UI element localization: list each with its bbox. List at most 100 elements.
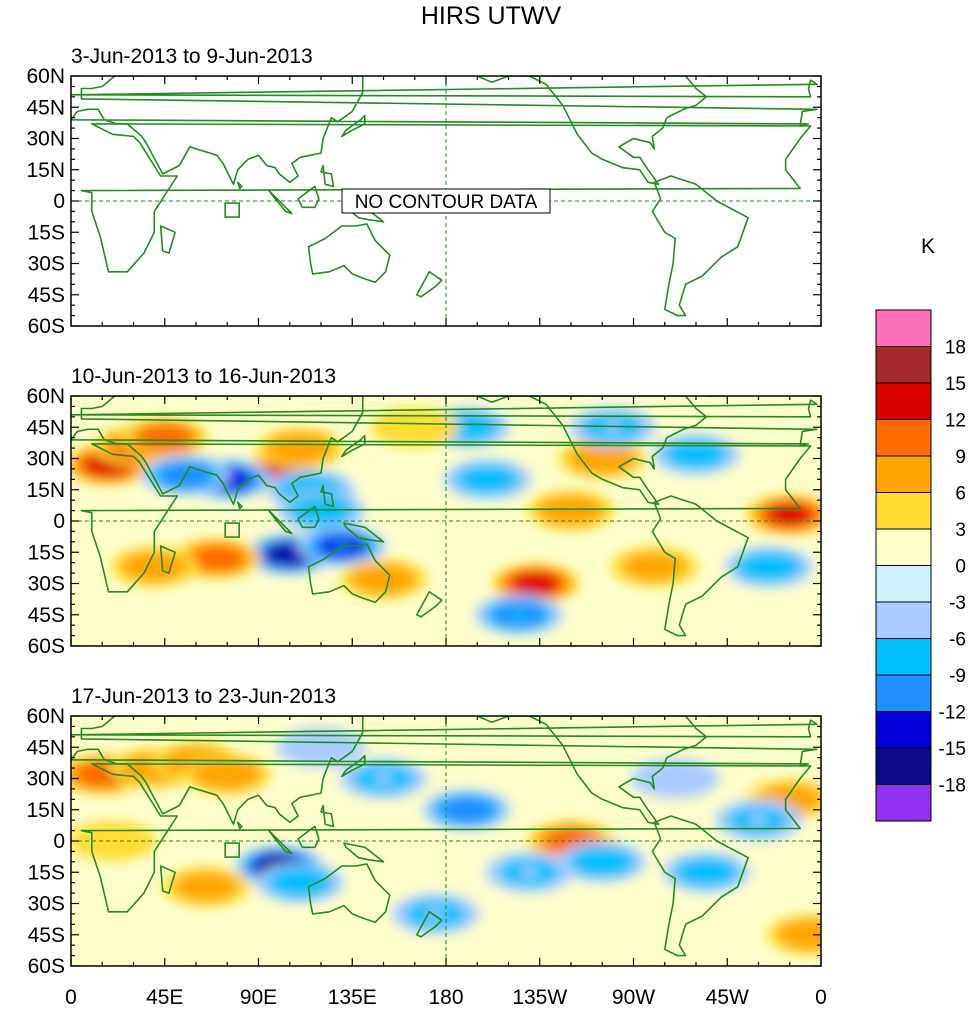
x-axis-tick-labels: 0 45E 90E 135E 180 135W 90W 45W 0 [65, 986, 827, 1009]
y-tick-label: 15S [28, 221, 65, 244]
coastline [71, 399, 818, 418]
anomaly-core [406, 422, 423, 433]
coastline [159, 545, 176, 574]
anomaly-core [146, 561, 163, 572]
colorbar-label: 3 [955, 520, 966, 541]
chart-title: HIRS UTWV [421, 2, 562, 30]
coastline [341, 754, 366, 778]
y-tick-label: 45N [26, 736, 65, 759]
coastline [476, 76, 708, 186]
y-tick-label: 0 [53, 190, 65, 213]
y-tick-label: 45N [26, 96, 65, 119]
anomaly-core [208, 553, 225, 564]
anomaly-core [375, 773, 392, 784]
anomaly-core [198, 881, 215, 892]
y-tick-label: 60S [28, 955, 65, 978]
coastline [71, 396, 818, 506]
y-tick-label: 45S [28, 284, 65, 307]
anomaly-core [94, 769, 111, 780]
colorbar: K 18 15 12 9 6 3 0 -3 -6 -9 -12 -15 -18 [875, 235, 966, 822]
y-tick-label: 0 [53, 830, 65, 853]
x-tick-label: 0 [815, 986, 827, 1009]
x-tick-label: 90E [240, 986, 277, 1009]
x-tick-label: 45W [706, 986, 749, 1009]
colorbar-units: K [921, 235, 935, 258]
panel-2-label: 10-Jun-2013 to 16-Jun-2013 [71, 365, 336, 388]
colorbar-label: 0 [955, 557, 966, 578]
anomaly-core [781, 794, 798, 805]
y-tick-label: 30S [28, 253, 65, 276]
anomaly-core [156, 432, 173, 443]
anomaly-core [104, 836, 121, 846]
coastline [236, 501, 243, 510]
y-tick-label: 60S [28, 315, 65, 338]
coastline [80, 763, 812, 913]
colorbar-swatch [875, 309, 932, 347]
y-tick-label: 15N [26, 799, 65, 822]
coastline [297, 505, 320, 529]
x-tick-label: 135E [328, 986, 377, 1009]
colorbar-swatch [875, 638, 932, 676]
coastline [651, 175, 749, 317]
anomaly-field [71, 727, 821, 955]
colorbar-label: -18 [939, 776, 966, 797]
coastline [307, 863, 391, 924]
colorbar-label: -3 [949, 593, 966, 614]
y-tick-label: 45N [26, 416, 65, 439]
coastline [476, 396, 708, 506]
x-tick-label: 45E [146, 986, 183, 1009]
coastline [297, 185, 320, 209]
colorbar-label: -12 [939, 703, 966, 724]
panel-1: 60N 45N 30N 15N 0 15S 30S 45S 60S [26, 65, 822, 338]
coastline [159, 225, 176, 254]
y-tick-label: 30S [28, 573, 65, 596]
x-tick-label: 90W [612, 986, 655, 1009]
y-tick-label: 60N [26, 65, 65, 88]
panel-3: 60N 45N 30N 15N 0 15S 30S 45S 60S [26, 705, 822, 978]
coastline [341, 114, 366, 138]
coastline [307, 223, 391, 284]
anomaly-core [802, 929, 819, 940]
coastline [236, 821, 243, 830]
y-tick-label: 15S [28, 541, 65, 564]
y-tick-label: 60N [26, 385, 65, 408]
y-tick-label: 30S [28, 893, 65, 916]
y-tick-label: 60S [28, 635, 65, 658]
colorbar-swatch [875, 419, 932, 457]
coastline [416, 591, 443, 618]
coastline [297, 825, 320, 849]
colorbar-swatch [875, 492, 932, 530]
y-tick-label: 45S [28, 924, 65, 947]
coastline [705, 76, 729, 77]
colorbar-swatch [875, 674, 932, 712]
anomaly-core [292, 443, 309, 454]
coastline [159, 865, 176, 894]
anomaly-core [646, 561, 663, 572]
coastline [651, 495, 749, 637]
colorbar-swatch [875, 455, 932, 493]
anomaly-contour [777, 919, 821, 951]
coastline [343, 842, 385, 863]
y-tick-label: 30N [26, 768, 65, 791]
coastline [236, 181, 243, 190]
colorbar-label: 18 [945, 338, 966, 359]
coastline [476, 716, 708, 826]
anomaly-core [510, 609, 527, 620]
anomaly-core [594, 856, 611, 867]
x-tick-label: 180 [428, 986, 463, 1009]
y-tick-label: 15N [26, 159, 65, 182]
anomaly-core [563, 505, 579, 516]
anomaly-core [292, 877, 309, 888]
region-marker [224, 842, 240, 858]
coastline [80, 443, 812, 593]
anomaly-core [458, 804, 475, 815]
anomaly-core [688, 449, 704, 460]
colorbar-swatch [875, 528, 932, 566]
coastline [320, 164, 335, 188]
colorbar-label: 9 [955, 447, 966, 468]
coastline [343, 522, 385, 543]
region-marker [224, 522, 240, 538]
x-tick-label: 135W [512, 986, 567, 1009]
anomaly-core [521, 867, 538, 878]
coastline [416, 271, 443, 298]
